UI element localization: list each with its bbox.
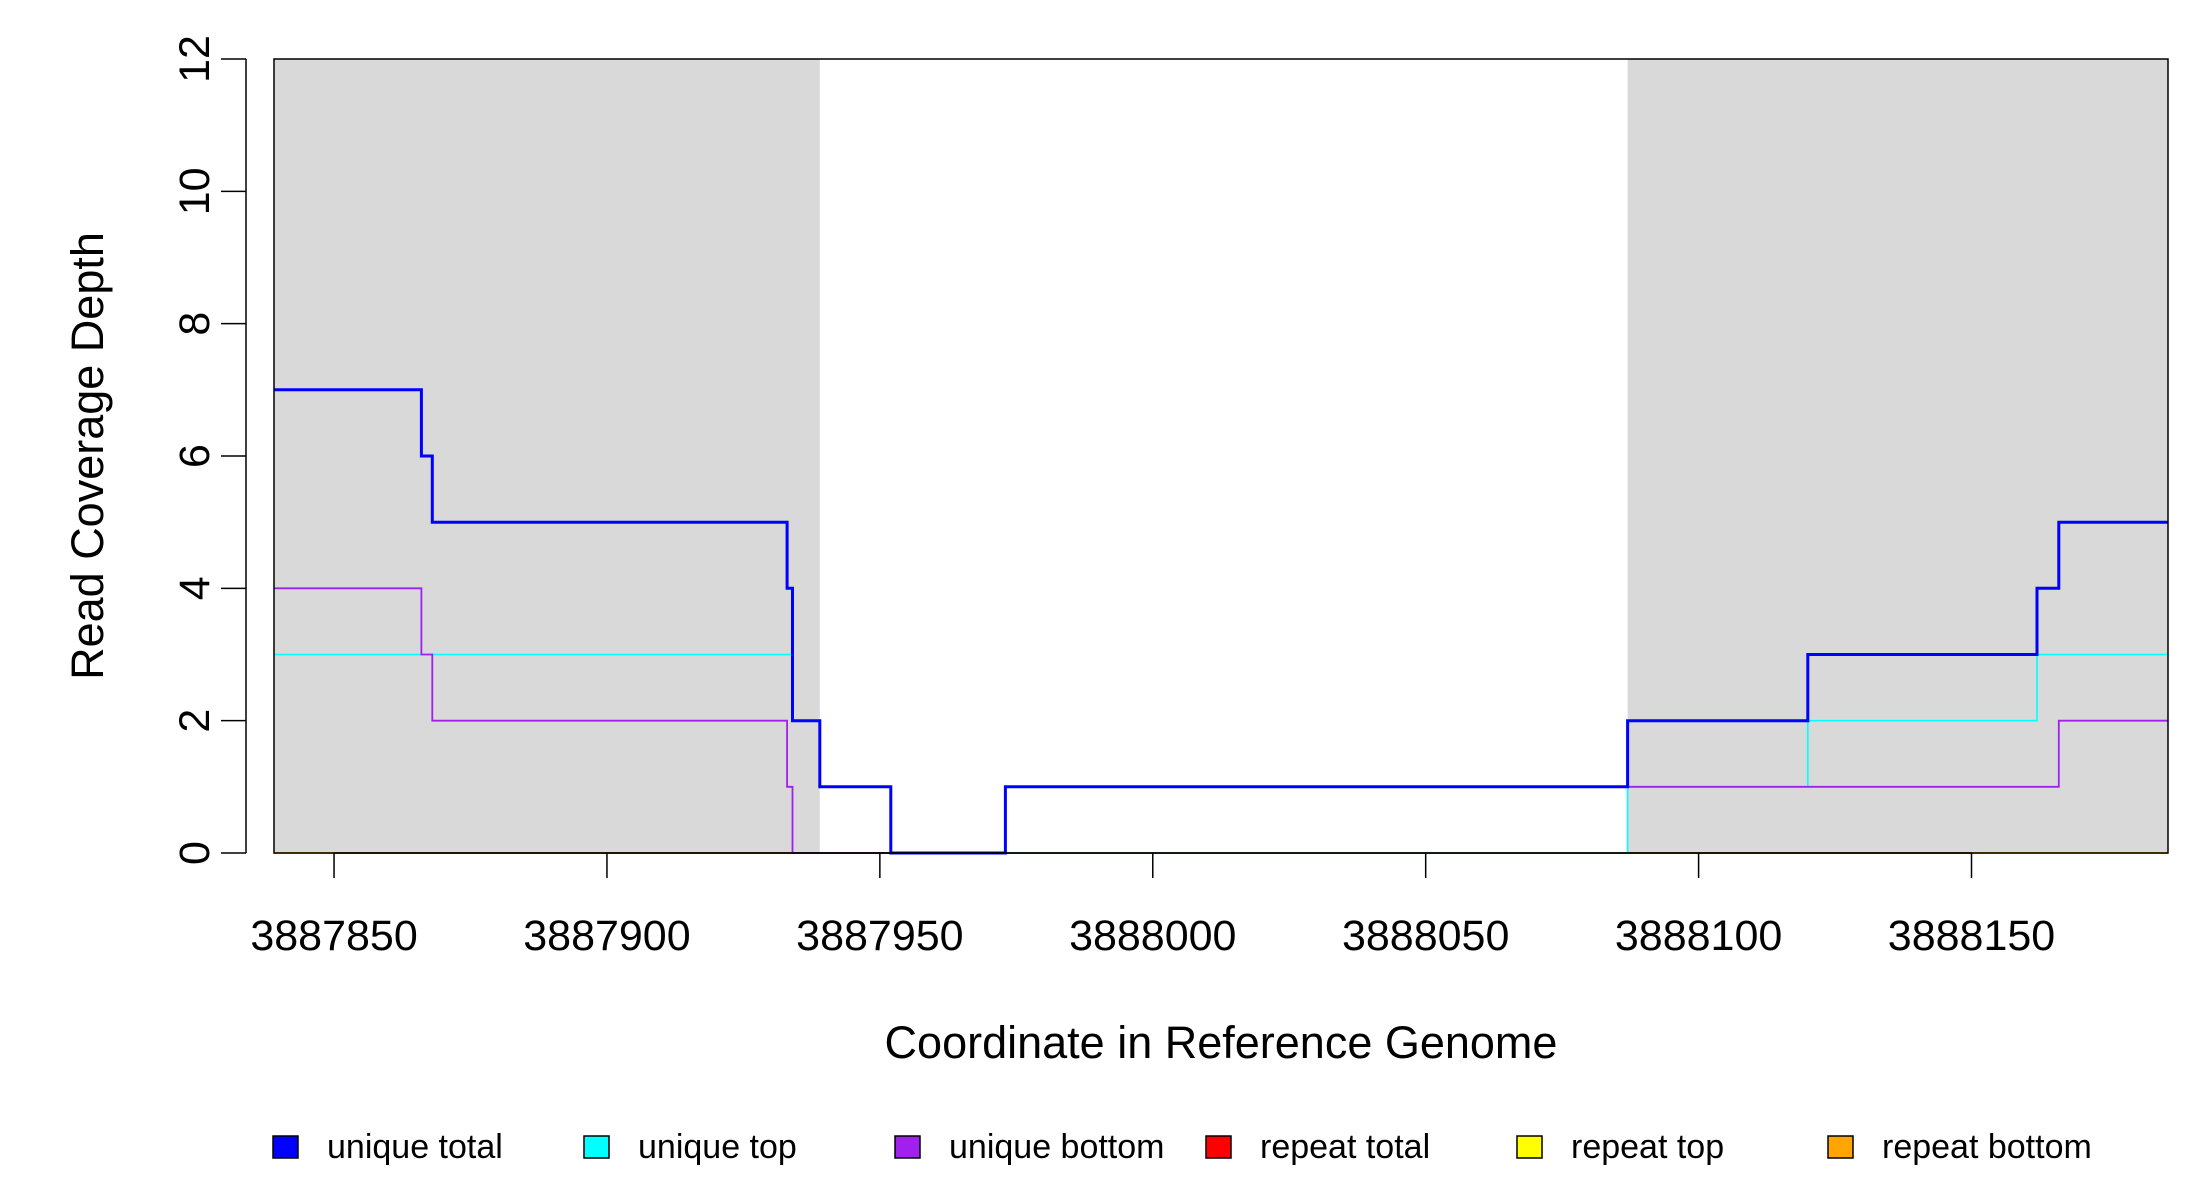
x-tick-label: 3887950 — [796, 912, 963, 960]
legend-swatch — [894, 1135, 921, 1159]
legend-item: unique top — [583, 1128, 797, 1166]
legend-item: unique bottom — [894, 1128, 1165, 1166]
legend-item: repeat top — [1516, 1128, 1724, 1166]
legend-item: repeat total — [1205, 1128, 1430, 1166]
x-axis: 3887850 3887900 3887950 3888000 3888050 38881… — [250, 852, 2055, 960]
shaded-region — [1627, 59, 2168, 853]
y-tick-label: 12 — [171, 35, 219, 83]
legend-label: unique top — [638, 1128, 797, 1166]
legend: unique total unique top unique bottom repea… — [272, 1128, 2092, 1166]
x-tick-label: 3888050 — [1342, 912, 1509, 960]
shaded-region — [274, 59, 820, 853]
legend-swatch — [1516, 1135, 1543, 1159]
y-tick-label: 0 — [171, 841, 219, 865]
shaded-regions — [274, 59, 2168, 853]
legend-item: unique total — [272, 1128, 503, 1166]
legend-swatch — [272, 1135, 299, 1159]
y-tick-label: 8 — [171, 312, 219, 336]
y-tick-label: 4 — [171, 576, 219, 600]
y-tick-label: 10 — [171, 167, 219, 215]
x-tick-label: 3888000 — [1069, 912, 1236, 960]
legend-swatch — [1827, 1135, 1854, 1159]
series-unique-bottom — [274, 587, 2168, 854]
legend-label: unique bottom — [949, 1128, 1165, 1166]
legend-label: repeat bottom — [1882, 1128, 2092, 1166]
y-axis-label: Read Coverage Depth — [62, 232, 113, 680]
legend-label: repeat total — [1260, 1128, 1430, 1166]
x-axis-label: Coordinate in Reference Genome — [885, 1017, 1558, 1068]
legend-label: repeat top — [1571, 1128, 1724, 1166]
y-tick-label: 2 — [171, 709, 219, 733]
x-tick-label: 3888100 — [1615, 912, 1782, 960]
x-tick-label: 3888150 — [1888, 912, 2055, 960]
x-tick-label: 3887850 — [250, 912, 417, 960]
series-unique-total — [274, 388, 2168, 855]
legend-swatch — [583, 1135, 610, 1159]
legend-item: repeat bottom — [1827, 1128, 2092, 1166]
legend-swatch — [1205, 1135, 1232, 1159]
y-axis: 0 2 4 6 8 10 12 — [171, 35, 247, 865]
y-tick-label: 6 — [171, 444, 219, 468]
x-tick-label: 3887900 — [523, 912, 690, 960]
legend-label: unique total — [327, 1128, 503, 1166]
